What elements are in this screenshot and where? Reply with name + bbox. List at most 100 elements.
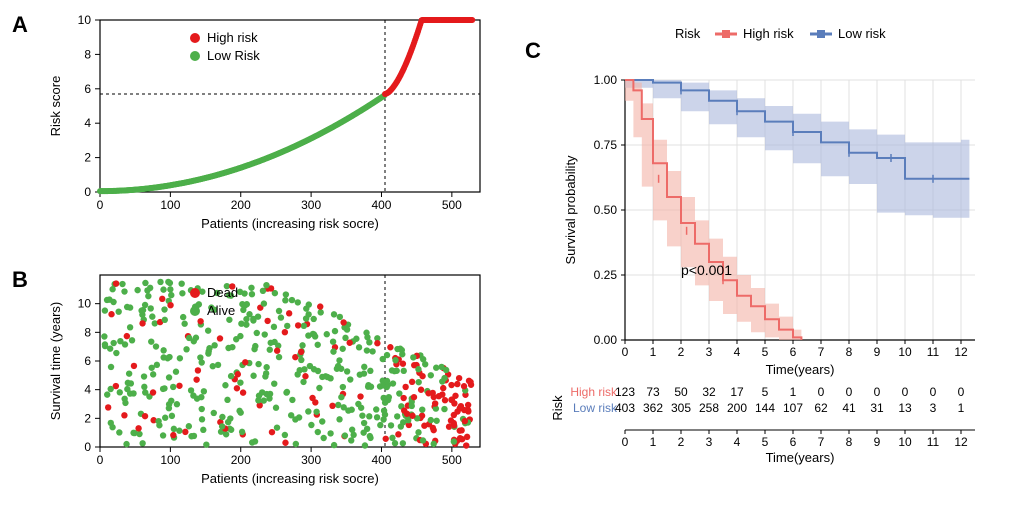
svg-text:32: 32	[702, 385, 716, 399]
svg-text:403: 403	[615, 401, 635, 415]
svg-text:0.50: 0.50	[594, 203, 618, 217]
svg-text:6: 6	[790, 435, 797, 449]
svg-text:0: 0	[84, 440, 91, 454]
svg-text:2: 2	[84, 411, 91, 425]
svg-text:73: 73	[646, 385, 660, 399]
figure-root: 01002003004005000246810Patients (increas…	[0, 0, 1020, 520]
svg-text:11: 11	[927, 345, 940, 359]
svg-text:3: 3	[706, 345, 713, 359]
svg-text:200: 200	[231, 453, 251, 467]
svg-text:17: 17	[730, 385, 744, 399]
svg-text:2: 2	[678, 345, 685, 359]
svg-text:10: 10	[78, 13, 92, 27]
svg-text:144: 144	[755, 401, 775, 415]
svg-text:6: 6	[790, 345, 797, 359]
svg-text:12: 12	[954, 435, 968, 449]
svg-text:9: 9	[874, 345, 881, 359]
svg-text:258: 258	[699, 401, 719, 415]
svg-text:Risk score: Risk score	[48, 76, 63, 137]
svg-text:8: 8	[84, 325, 91, 339]
svg-text:Patients (increasing risk socr: Patients (increasing risk socre)	[201, 471, 379, 486]
svg-text:Alive: Alive	[207, 303, 235, 318]
svg-text:Time(years): Time(years)	[766, 362, 835, 377]
svg-text:4: 4	[84, 383, 91, 397]
svg-text:Low risk: Low risk	[573, 401, 618, 415]
svg-text:0: 0	[97, 198, 104, 212]
svg-text:200: 200	[231, 198, 251, 212]
svg-text:10: 10	[78, 297, 92, 311]
svg-text:0: 0	[874, 385, 881, 399]
svg-text:Low risk: Low risk	[838, 26, 886, 41]
svg-text:10: 10	[898, 345, 912, 359]
svg-text:107: 107	[783, 401, 803, 415]
svg-text:Low Risk: Low Risk	[207, 48, 260, 63]
svg-text:62: 62	[814, 401, 828, 415]
svg-text:0: 0	[84, 185, 91, 199]
svg-text:0: 0	[97, 453, 104, 467]
svg-text:305: 305	[671, 401, 691, 415]
svg-text:0.75: 0.75	[594, 138, 618, 152]
svg-text:8: 8	[84, 47, 91, 61]
svg-text:12: 12	[954, 345, 968, 359]
svg-text:High risk: High risk	[207, 30, 258, 45]
svg-text:6: 6	[84, 82, 91, 96]
svg-text:300: 300	[301, 453, 321, 467]
svg-text:400: 400	[371, 453, 391, 467]
svg-text:1: 1	[958, 401, 965, 415]
svg-text:0: 0	[846, 385, 853, 399]
svg-text:300: 300	[301, 198, 321, 212]
svg-text:123: 123	[615, 385, 635, 399]
svg-text:6: 6	[84, 354, 91, 368]
svg-text:High risk: High risk	[570, 385, 618, 399]
svg-text:8: 8	[846, 435, 853, 449]
svg-text:0: 0	[622, 345, 629, 359]
svg-text:1: 1	[650, 345, 657, 359]
svg-text:500: 500	[442, 453, 462, 467]
svg-text:13: 13	[898, 401, 912, 415]
svg-text:Patients (increasing risk socr: Patients (increasing risk socre)	[201, 216, 379, 231]
svg-text:362: 362	[643, 401, 663, 415]
panel-label-A: A	[12, 12, 28, 38]
svg-text:High risk: High risk	[743, 26, 794, 41]
svg-text:Risk: Risk	[675, 26, 701, 41]
svg-text:0.25: 0.25	[594, 268, 618, 282]
svg-text:Time(years): Time(years)	[766, 450, 835, 465]
svg-text:11: 11	[927, 435, 940, 449]
panel-C: RiskHigh riskLow risk01234567891011120.0…	[540, 20, 1000, 500]
svg-text:9: 9	[874, 435, 881, 449]
svg-text:1.00: 1.00	[594, 73, 618, 87]
svg-text:1: 1	[790, 385, 797, 399]
svg-text:400: 400	[371, 198, 391, 212]
svg-text:41: 41	[842, 401, 856, 415]
svg-text:100: 100	[160, 198, 180, 212]
panel-label-B: B	[12, 267, 28, 293]
svg-text:1: 1	[650, 435, 657, 449]
svg-text:0: 0	[930, 385, 937, 399]
svg-text:0: 0	[818, 385, 825, 399]
svg-text:7: 7	[818, 345, 825, 359]
svg-text:4: 4	[734, 345, 741, 359]
svg-text:500: 500	[442, 198, 462, 212]
svg-text:0.00: 0.00	[594, 333, 618, 347]
svg-text:5: 5	[762, 435, 769, 449]
svg-text:4: 4	[84, 116, 91, 130]
svg-text:10: 10	[898, 435, 912, 449]
svg-text:200: 200	[727, 401, 747, 415]
svg-text:5: 5	[762, 345, 769, 359]
svg-text:0: 0	[622, 435, 629, 449]
svg-text:7: 7	[818, 435, 825, 449]
svg-text:p<0.001: p<0.001	[681, 262, 732, 278]
svg-text:Dead: Dead	[207, 285, 238, 300]
svg-text:5: 5	[762, 385, 769, 399]
svg-text:Survival time (years): Survival time (years)	[48, 302, 63, 420]
svg-text:31: 31	[870, 401, 884, 415]
svg-text:4: 4	[734, 435, 741, 449]
svg-text:Survival probability: Survival probability	[563, 155, 578, 265]
svg-text:0: 0	[958, 385, 965, 399]
svg-text:8: 8	[846, 345, 853, 359]
panel-A: 01002003004005000246810Patients (increas…	[40, 10, 490, 240]
panel-label-C: C	[525, 38, 541, 64]
svg-text:0: 0	[902, 385, 909, 399]
svg-text:50: 50	[674, 385, 688, 399]
svg-text:3: 3	[706, 435, 713, 449]
